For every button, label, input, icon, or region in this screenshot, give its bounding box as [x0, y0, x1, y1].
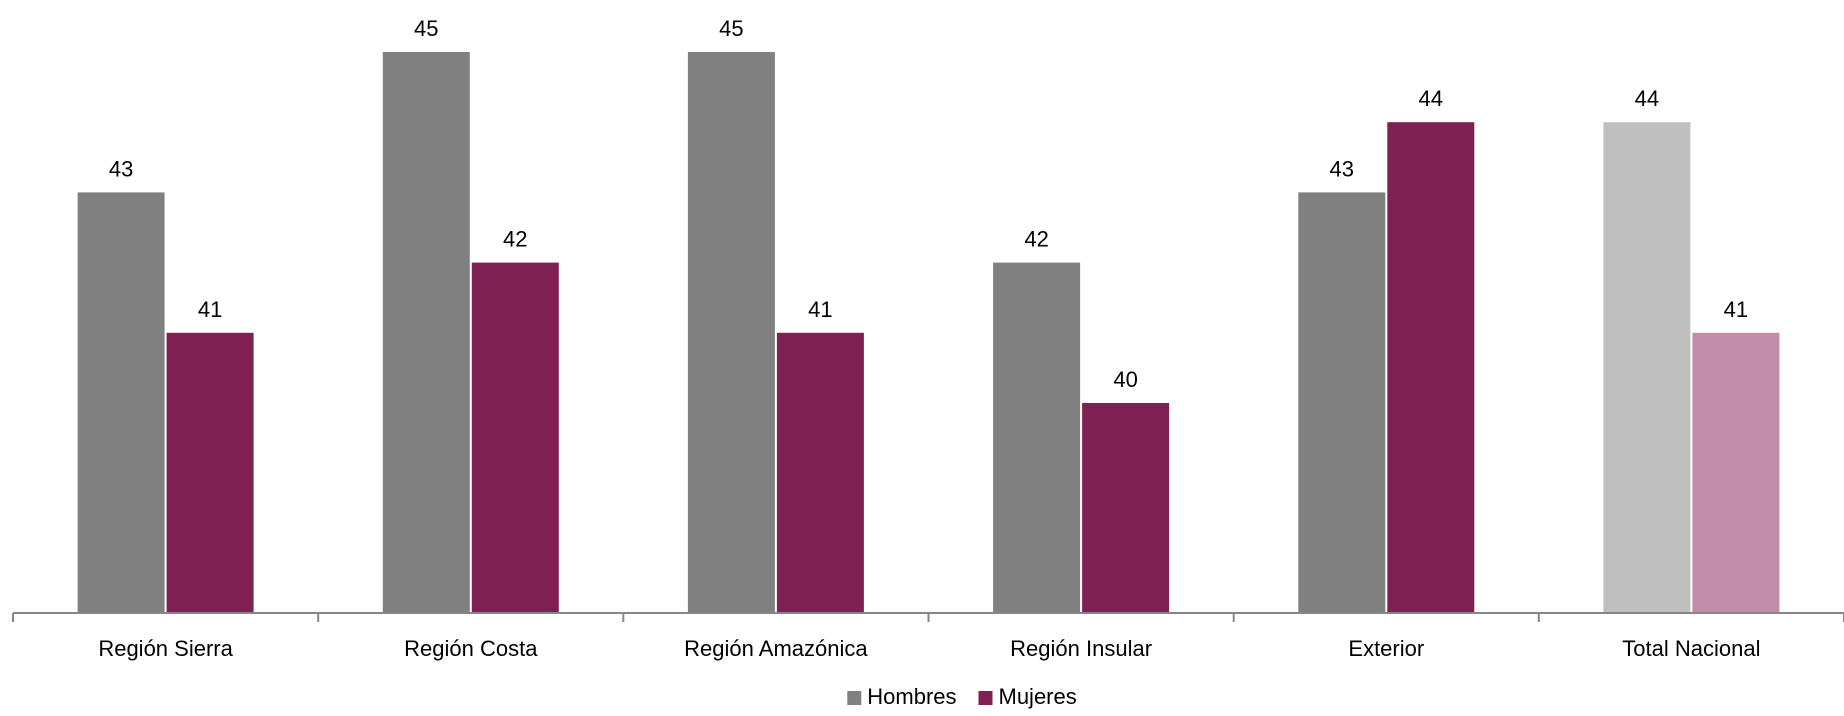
data-label-hombres-region-amazonica: 45 [719, 16, 743, 41]
bar-hombres-region-insular [993, 262, 1081, 613]
data-label-mujeres-region-amazonica: 41 [808, 297, 832, 322]
data-label-mujeres-total-nacional: 41 [1724, 297, 1748, 322]
bar-mujeres-region-sierra [166, 332, 254, 613]
bar-mujeres-region-insular [1082, 403, 1170, 613]
data-label-hombres-exterior: 43 [1330, 156, 1354, 181]
x-tick-label-region-amazonica: Región Amazónica [684, 636, 868, 661]
data-label-hombres-region-costa: 45 [414, 16, 438, 41]
bar-hombres-total-nacional [1603, 122, 1691, 613]
data-label-mujeres-exterior: 44 [1419, 86, 1443, 111]
bar-hombres-region-costa [382, 52, 470, 613]
x-axis: Región Sierra Región Costa Región Amazónic… [12, 612, 1844, 661]
bar-mujeres-total-nacional [1692, 332, 1780, 613]
data-label-mujeres-region-insular: 40 [1113, 367, 1137, 392]
bar-mujeres-region-costa [471, 262, 559, 613]
x-tick-label-region-sierra: Región Sierra [98, 636, 233, 661]
legend-label-hombres: Hombres [867, 684, 956, 709]
bar-hombres-region-amazonica [687, 52, 775, 613]
data-label-hombres-region-sierra: 43 [109, 156, 133, 181]
legend: Hombres Mujeres [847, 684, 1077, 709]
data-labels-layer: 43 41 45 42 45 41 42 40 43 44 44 41 [109, 16, 1748, 392]
bar-hombres-region-sierra [77, 192, 165, 613]
data-label-mujeres-region-costa: 42 [503, 227, 527, 252]
legend-swatch-hombres [847, 691, 862, 705]
x-tick-label-region-insular: Región Insular [1010, 636, 1152, 661]
bars-layer [77, 52, 1780, 613]
x-tick-label-exterior: Exterior [1348, 636, 1424, 661]
x-tick-label-region-costa: Región Costa [404, 636, 538, 661]
bar-mujeres-exterior [1387, 122, 1475, 613]
data-label-mujeres-region-sierra: 41 [198, 297, 222, 322]
data-label-hombres-region-insular: 42 [1024, 227, 1048, 252]
bar-hombres-exterior [1298, 192, 1386, 613]
x-tick-label-total-nacional: Total Nacional [1622, 636, 1760, 661]
legend-label-mujeres: Mujeres [999, 684, 1077, 709]
legend-swatch-mujeres [978, 691, 993, 705]
data-label-hombres-total-nacional: 44 [1635, 86, 1659, 111]
bar-mujeres-region-amazonica [776, 332, 864, 613]
